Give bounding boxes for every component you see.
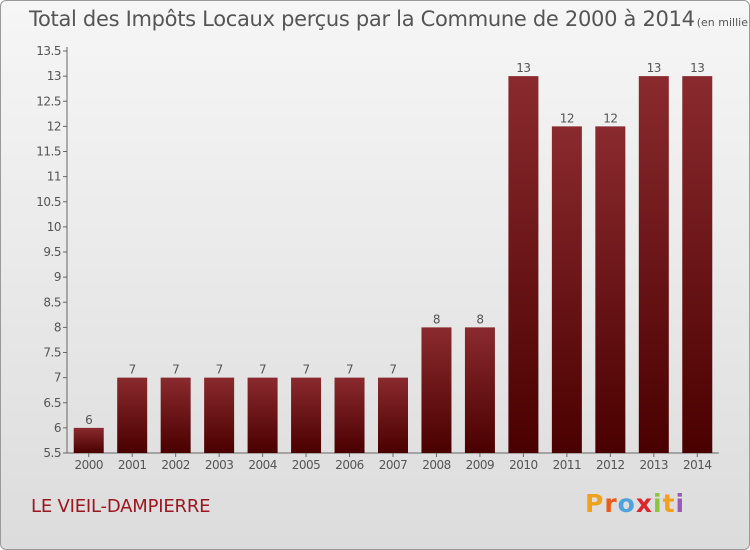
x-tick-label: 2001 xyxy=(118,458,147,472)
logo-letter: r xyxy=(604,489,618,518)
y-tick-label: 9.5 xyxy=(43,245,61,259)
x-tick-label: 2010 xyxy=(509,458,538,472)
bar xyxy=(204,377,235,453)
chart-title-block: Total des Impôts Locaux perçus par la Co… xyxy=(29,7,749,31)
x-tick-label: 2004 xyxy=(248,458,277,472)
bar-value-label: 7 xyxy=(346,363,353,377)
logo-letter: t xyxy=(662,489,676,518)
x-tick-label: 2009 xyxy=(466,458,495,472)
commune-name: LE VIEIL-DAMPIERRE xyxy=(31,496,211,517)
bar-value-label: 7 xyxy=(302,363,309,377)
bar-value-label: 7 xyxy=(259,363,266,377)
y-tick-label: 13 xyxy=(47,69,61,83)
x-tick-label: 2014 xyxy=(683,458,712,472)
x-tick-label: 2013 xyxy=(640,458,669,472)
x-tick-label: 2003 xyxy=(205,458,234,472)
y-tick-label: 6 xyxy=(54,421,61,435)
bar xyxy=(638,76,669,453)
x-tick-label: 2008 xyxy=(422,458,451,472)
x-tick-label: 2006 xyxy=(335,458,364,472)
x-tick-label: 2000 xyxy=(74,458,103,472)
y-tick-label: 7.5 xyxy=(43,346,61,360)
y-tick-label: 5.5 xyxy=(43,446,61,460)
logo-letter: x xyxy=(635,489,653,518)
y-tick-label: 11 xyxy=(47,170,61,184)
chart-unit: (en milliers d'€) xyxy=(696,16,749,29)
bar xyxy=(73,427,104,453)
bar xyxy=(247,377,278,453)
bar xyxy=(551,126,582,453)
logo-letter: i xyxy=(675,489,686,518)
y-tick-label: 12 xyxy=(47,119,61,133)
chart-title: Total des Impôts Locaux perçus par la Co… xyxy=(29,7,695,31)
bar-value-label: 13 xyxy=(690,61,704,75)
bar xyxy=(508,76,539,453)
bar-value-label: 12 xyxy=(603,111,617,125)
y-tick-label: 12.5 xyxy=(36,94,61,108)
bar xyxy=(160,377,191,453)
y-tick-label: 8 xyxy=(54,320,61,334)
bar-value-label: 7 xyxy=(129,363,136,377)
x-tick-label: 2012 xyxy=(596,458,625,472)
bar-value-label: 8 xyxy=(476,312,483,326)
x-tick-label: 2011 xyxy=(553,458,582,472)
bar xyxy=(334,377,365,453)
bar-value-label: 7 xyxy=(172,363,179,377)
y-tick-label: 11.5 xyxy=(36,145,61,159)
x-tick-label: 2007 xyxy=(379,458,408,472)
bar-value-label: 7 xyxy=(389,363,396,377)
y-tick-label: 13.5 xyxy=(36,44,61,58)
proxiti-logo: Proxiti xyxy=(585,489,685,518)
bar xyxy=(378,377,408,453)
x-tick-label: 2002 xyxy=(161,458,190,472)
bar xyxy=(421,327,452,453)
y-tick-label: 7 xyxy=(54,371,61,385)
bar-value-label: 8 xyxy=(433,312,440,326)
bar-value-label: 6 xyxy=(85,413,92,427)
y-tick-label: 6.5 xyxy=(43,396,61,410)
bar xyxy=(291,377,322,453)
bar-value-label: 13 xyxy=(516,61,530,75)
y-tick-label: 10.5 xyxy=(36,195,61,209)
logo-letter: P xyxy=(585,489,605,518)
y-tick-label: 10 xyxy=(47,220,61,234)
bar xyxy=(682,76,713,453)
bar xyxy=(595,126,626,453)
bar-value-label: 12 xyxy=(560,111,574,125)
logo-letter: i xyxy=(653,489,663,518)
logo-letter: o xyxy=(617,489,636,518)
x-tick-label: 2005 xyxy=(292,458,321,472)
y-tick-label: 8.5 xyxy=(43,295,61,309)
y-tick-label: 9 xyxy=(54,270,61,284)
bar-value-label: 13 xyxy=(647,61,661,75)
bar-value-label: 7 xyxy=(216,363,223,377)
bar xyxy=(464,327,495,453)
bar xyxy=(117,377,148,453)
